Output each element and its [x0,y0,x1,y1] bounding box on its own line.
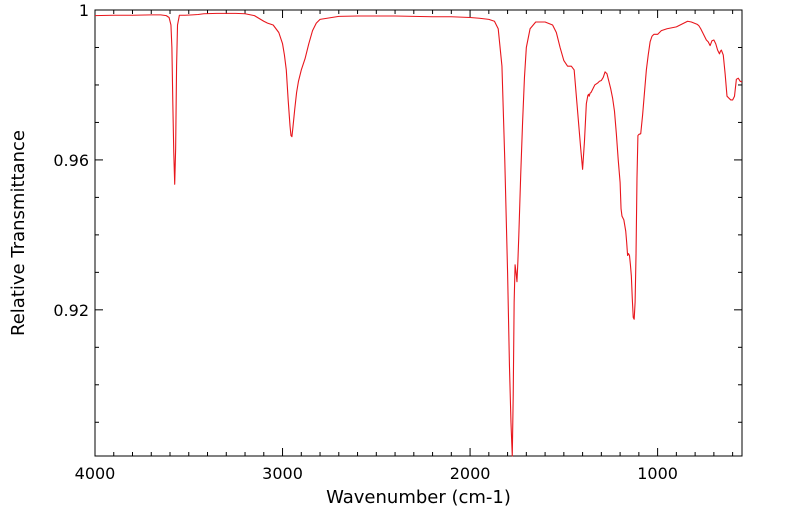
x-tick-label: 4000 [75,464,116,483]
y-tick-labels: 1 0.96 0.92 [53,1,89,320]
plot-frame [94,9,743,457]
y-axis-title: Relative Transmittance [8,130,29,336]
x-tick-label: 2000 [450,464,491,483]
x-tick-label: 1000 [637,464,678,483]
major-ticks [94,9,742,456]
x-axis-title: Wavenumber (cm-1) [326,487,511,508]
spectrum-line [94,12,743,457]
x-tick-labels: 4000 3000 2000 1000 [75,464,678,483]
minor-ticks [95,10,742,456]
y-tick-label: 0.92 [53,301,89,320]
y-tick-label: 1 [79,1,89,20]
x-tick-label: 3000 [262,464,303,483]
y-tick-label: 0.96 [53,151,89,170]
